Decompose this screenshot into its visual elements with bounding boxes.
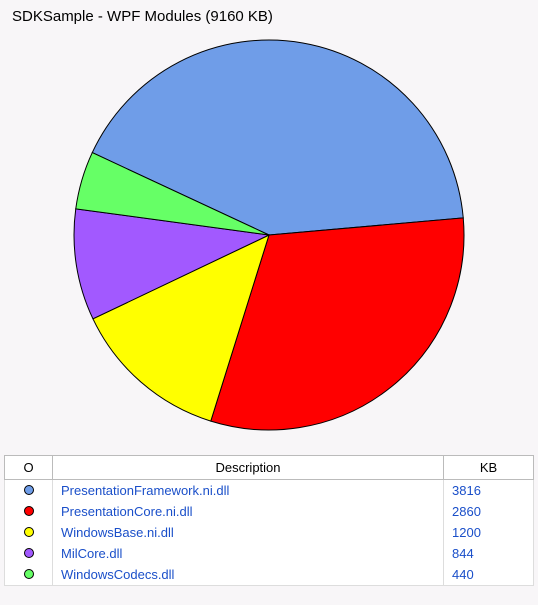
col-header-description[interactable]: Description bbox=[53, 456, 444, 480]
pie-chart-container bbox=[0, 25, 538, 455]
description-cell: WindowsCodecs.dll bbox=[53, 564, 444, 586]
table-header-row: O Description KB bbox=[5, 456, 534, 480]
table-row[interactable]: WindowsBase.ni.dll1200 bbox=[5, 522, 534, 543]
table-row[interactable]: WindowsCodecs.dll440 bbox=[5, 564, 534, 586]
swatch-cell bbox=[5, 564, 53, 586]
color-swatch-icon bbox=[24, 548, 34, 558]
color-swatch-icon bbox=[24, 485, 34, 495]
data-table: O Description KB PresentationFramework.n… bbox=[4, 455, 534, 586]
swatch-cell bbox=[5, 543, 53, 564]
swatch-cell bbox=[5, 522, 53, 543]
table-row[interactable]: PresentationFramework.ni.dll3816 bbox=[5, 480, 534, 502]
kb-cell: 440 bbox=[444, 564, 534, 586]
page-title: SDKSample - WPF Modules (9160 KB) bbox=[0, 0, 538, 25]
description-cell: MilCore.dll bbox=[53, 543, 444, 564]
table-body: PresentationFramework.ni.dll3816Presenta… bbox=[5, 480, 534, 586]
description-cell: PresentationFramework.ni.dll bbox=[53, 480, 444, 502]
col-header-kb[interactable]: KB bbox=[444, 456, 534, 480]
description-cell: WindowsBase.ni.dll bbox=[53, 522, 444, 543]
kb-cell: 844 bbox=[444, 543, 534, 564]
swatch-cell bbox=[5, 501, 53, 522]
swatch-cell bbox=[5, 480, 53, 502]
kb-cell: 3816 bbox=[444, 480, 534, 502]
color-swatch-icon bbox=[24, 527, 34, 537]
color-swatch-icon bbox=[24, 506, 34, 516]
table-row[interactable]: PresentationCore.ni.dll2860 bbox=[5, 501, 534, 522]
pie-chart bbox=[69, 35, 469, 435]
kb-cell: 2860 bbox=[444, 501, 534, 522]
color-swatch-icon bbox=[24, 569, 34, 579]
kb-cell: 1200 bbox=[444, 522, 534, 543]
table-row[interactable]: MilCore.dll844 bbox=[5, 543, 534, 564]
col-header-swatch[interactable]: O bbox=[5, 456, 53, 480]
description-cell: PresentationCore.ni.dll bbox=[53, 501, 444, 522]
